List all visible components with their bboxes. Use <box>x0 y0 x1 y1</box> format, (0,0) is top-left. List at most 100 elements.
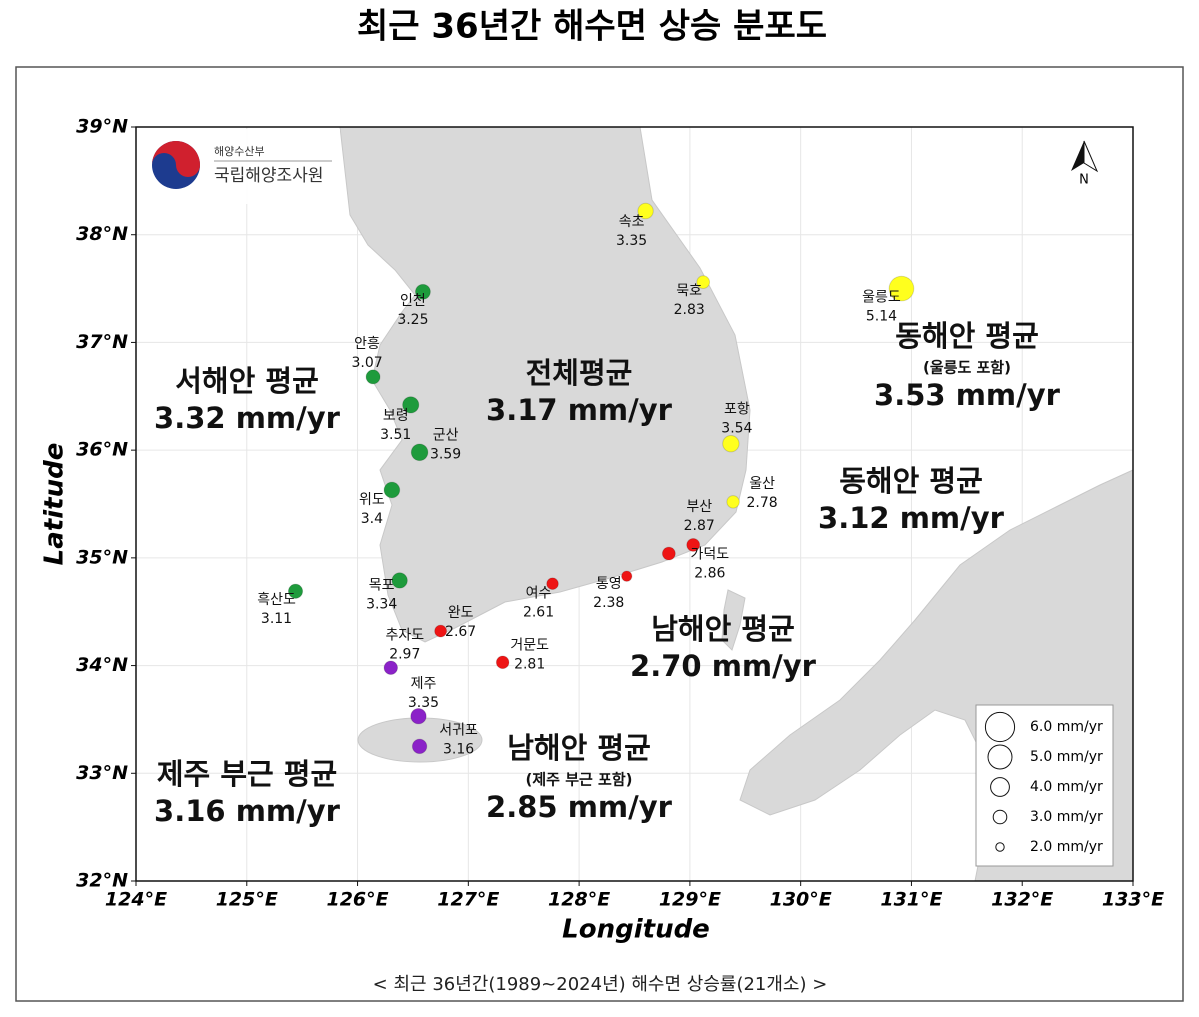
region-title: 남해안 평균 <box>507 731 651 765</box>
station-bubble <box>888 275 915 302</box>
station-bubble <box>726 495 740 509</box>
region-average: 3.16 mm/yr <box>154 794 341 828</box>
station-name: 제주 <box>411 676 437 692</box>
station-name: 부산 <box>686 499 712 515</box>
x-tick-label: 133°E <box>1102 889 1164 911</box>
logo-ministry: 해양수산부 <box>214 144 265 158</box>
legend-bubble <box>984 711 1016 743</box>
x-tick-label: 125°E <box>216 889 278 911</box>
station-name: 울릉도 <box>862 290 901 306</box>
station-value: 3.11 <box>261 611 292 627</box>
y-tick-label: 32°N <box>76 870 128 892</box>
region-title: 서해안 평균 <box>175 364 319 398</box>
station-bubble <box>696 275 711 289</box>
station-name: 인천 <box>400 293 426 309</box>
y-tick-label: 36°N <box>76 439 128 461</box>
title: 최근 36년간 해수면 상승 분포도 <box>357 7 827 47</box>
x-tick-label: 128°E <box>548 889 610 911</box>
y-tick-label: 39°N <box>76 116 128 138</box>
station-name: 추자도 <box>385 628 424 644</box>
station-bubble <box>410 443 429 462</box>
station-value: 2.67 <box>445 624 476 640</box>
region-note: (제주 부근 포함) <box>526 771 633 789</box>
x-tick-label: 132°E <box>991 889 1053 911</box>
logo-emblem-red <box>152 141 200 177</box>
station-bubble <box>546 577 559 590</box>
y-tick-label: 35°N <box>76 546 128 568</box>
station-value: 2.86 <box>694 566 725 582</box>
station-bubble <box>410 707 427 725</box>
x-tick-label: 130°E <box>770 889 832 911</box>
station-name: 서귀포 <box>439 722 478 738</box>
y-tick-label: 33°N <box>76 762 128 784</box>
region-title: 동해안 평균 <box>895 319 1039 353</box>
north-arrow: N <box>1071 140 1099 188</box>
region-average: 3.53 mm/yr <box>874 378 1061 412</box>
station-name: 여수 <box>526 586 552 602</box>
station-value: 3.35 <box>408 695 439 711</box>
station-name: 위도 <box>359 492 385 508</box>
legend-label: 3.0 mm/yr <box>1030 809 1103 825</box>
x-axis-label: Longitude <box>562 915 710 945</box>
station-bubble <box>383 481 401 499</box>
station-value: 2.87 <box>684 518 715 534</box>
station-value: 3.35 <box>616 233 647 249</box>
station-value: 2.38 <box>593 595 624 611</box>
legend-bubble <box>987 744 1013 770</box>
station-value: 2.83 <box>674 302 705 318</box>
station-bubble <box>661 546 676 561</box>
region-title: 동해안 평균 <box>839 464 983 498</box>
legend-label: 5.0 mm/yr <box>1030 749 1103 765</box>
station-name: 가덕도 <box>691 547 730 563</box>
station-bubble <box>621 570 633 582</box>
station-bubble <box>434 624 448 638</box>
station-name: 묵호 <box>676 283 702 299</box>
station-bubble <box>411 738 428 755</box>
legend-label: 6.0 mm/yr <box>1030 719 1103 735</box>
station-value: 3.59 <box>430 446 461 462</box>
north-arrow-right <box>1083 140 1099 173</box>
station-value: 5.14 <box>866 309 897 325</box>
region-average: 2.85 mm/yr <box>486 790 673 824</box>
station-bubble <box>365 369 381 385</box>
station-bubble <box>414 283 431 300</box>
x-tick-label: 124°E <box>105 889 167 911</box>
station-value: 3.4 <box>361 511 383 527</box>
station-bubble <box>287 583 304 599</box>
station-value: 2.97 <box>389 647 420 663</box>
station-name: 군산 <box>433 427 459 443</box>
station-name: 속초 <box>619 214 645 230</box>
station-name: 통영 <box>596 576 622 592</box>
logo-agency: 국립해양조사원 <box>214 166 323 186</box>
station-name: 안흥 <box>354 336 380 352</box>
legend-bubble <box>990 777 1010 797</box>
caption: < 최근 36년간(1989~2024년) 해수면 상승률(21개소) > <box>373 974 828 995</box>
station-bubble <box>686 537 701 552</box>
station-value: 3.07 <box>351 355 382 371</box>
x-tick-label: 131°E <box>880 889 942 911</box>
station-bubble <box>637 202 654 220</box>
station-value: 2.61 <box>523 605 554 621</box>
x-tick-label: 126°E <box>326 889 388 911</box>
x-tick-label: 127°E <box>437 889 499 911</box>
north-label: N <box>1079 173 1089 188</box>
station-bubble <box>722 434 740 453</box>
legend-label: 4.0 mm/yr <box>1030 779 1103 795</box>
station-value: 3.25 <box>397 312 428 328</box>
y-tick-label: 34°N <box>76 654 128 676</box>
station-bubble <box>495 655 510 670</box>
legend-bubble <box>992 809 1008 825</box>
region-note: (울릉도 포함) <box>923 359 1011 377</box>
station-name: 목포 <box>369 577 395 593</box>
station-bubble <box>391 572 408 589</box>
station-name: 보령 <box>383 408 409 424</box>
y-axis-label: Latitude <box>40 443 70 566</box>
region-title: 제주 부근 평균 <box>157 757 337 791</box>
region-average: 3.17 mm/yr <box>486 393 673 427</box>
station-bubble <box>383 660 399 675</box>
station-name: 울산 <box>749 476 775 492</box>
region-average: 2.70 mm/yr <box>630 649 817 683</box>
region-average: 3.12 mm/yr <box>818 501 1005 535</box>
legend-label: 2.0 mm/yr <box>1030 839 1103 855</box>
